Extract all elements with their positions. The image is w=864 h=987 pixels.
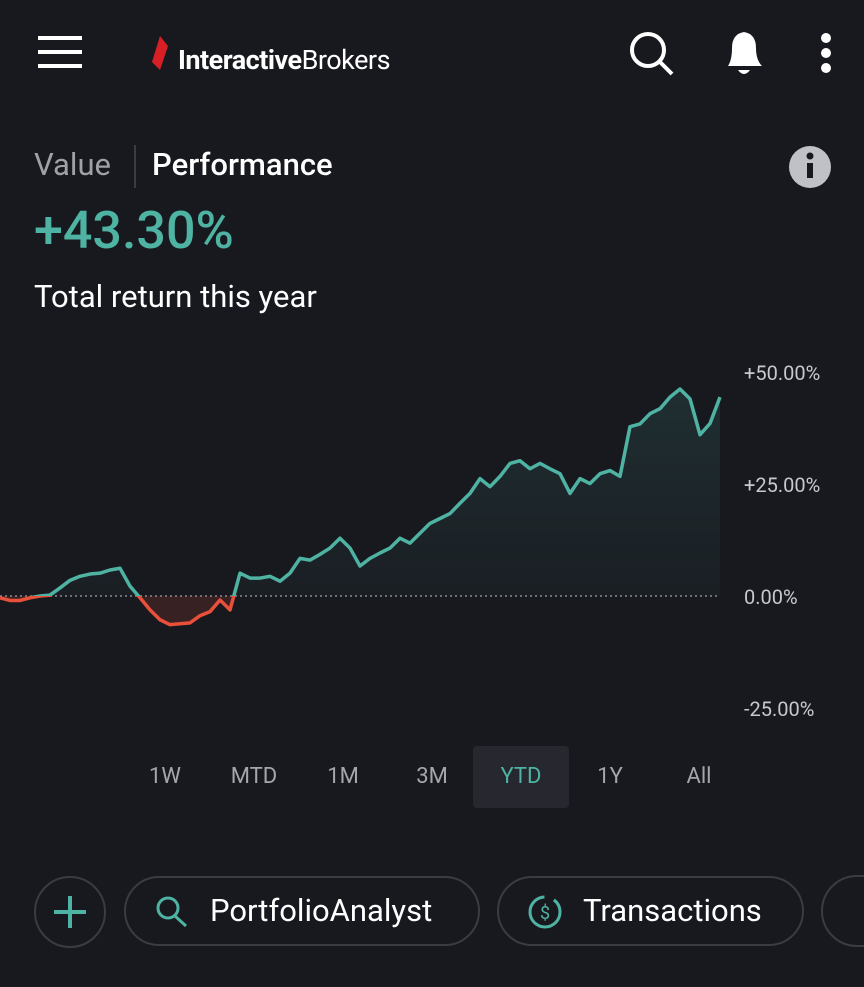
line-positive <box>30 387 722 596</box>
add-button[interactable] <box>34 876 106 948</box>
range-option[interactable]: YTD <box>473 746 569 808</box>
search-icon[interactable] <box>630 32 674 76</box>
return-caption: Total return this year <box>34 278 317 315</box>
transactions-button[interactable]: Transactions <box>497 876 804 946</box>
y-tick-label: +50.00% <box>744 361 820 385</box>
tab-performance[interactable]: Performance <box>152 146 333 183</box>
range-option[interactable]: MTD <box>230 764 278 789</box>
range-option[interactable]: 1W <box>149 764 181 789</box>
svg-text:$: $ <box>540 903 550 924</box>
logo-mark <box>152 36 168 70</box>
info-icon[interactable] <box>789 146 831 188</box>
area-positive <box>0 389 720 596</box>
partial-button[interactable] <box>821 875 864 947</box>
area-negative <box>0 596 720 625</box>
more-icon[interactable] <box>821 33 831 73</box>
range-option[interactable]: 1M <box>327 764 359 789</box>
y-tick-label: 0.00% <box>744 585 798 609</box>
portfolio-analyst-button[interactable]: PortfolioAnalyst <box>124 876 480 946</box>
range-option[interactable]: All <box>686 764 712 789</box>
brand-light: Brokers <box>301 44 391 76</box>
range-option[interactable]: 1Y <box>597 764 623 789</box>
menu-icon[interactable] <box>38 36 82 68</box>
chart: +50.00% +25.00% 0.00% -25.00% <box>0 361 820 721</box>
tab-value[interactable]: Value <box>34 146 111 183</box>
y-tick-label: -25.00% <box>744 697 814 721</box>
y-tick-label: +25.00% <box>744 473 820 497</box>
range-option[interactable]: 3M <box>416 764 448 789</box>
bell-icon[interactable] <box>728 32 762 74</box>
brand-bold: Interactive <box>178 44 302 76</box>
total-return: +43.30% <box>34 200 234 261</box>
brand: InteractiveBrokers <box>178 44 391 76</box>
